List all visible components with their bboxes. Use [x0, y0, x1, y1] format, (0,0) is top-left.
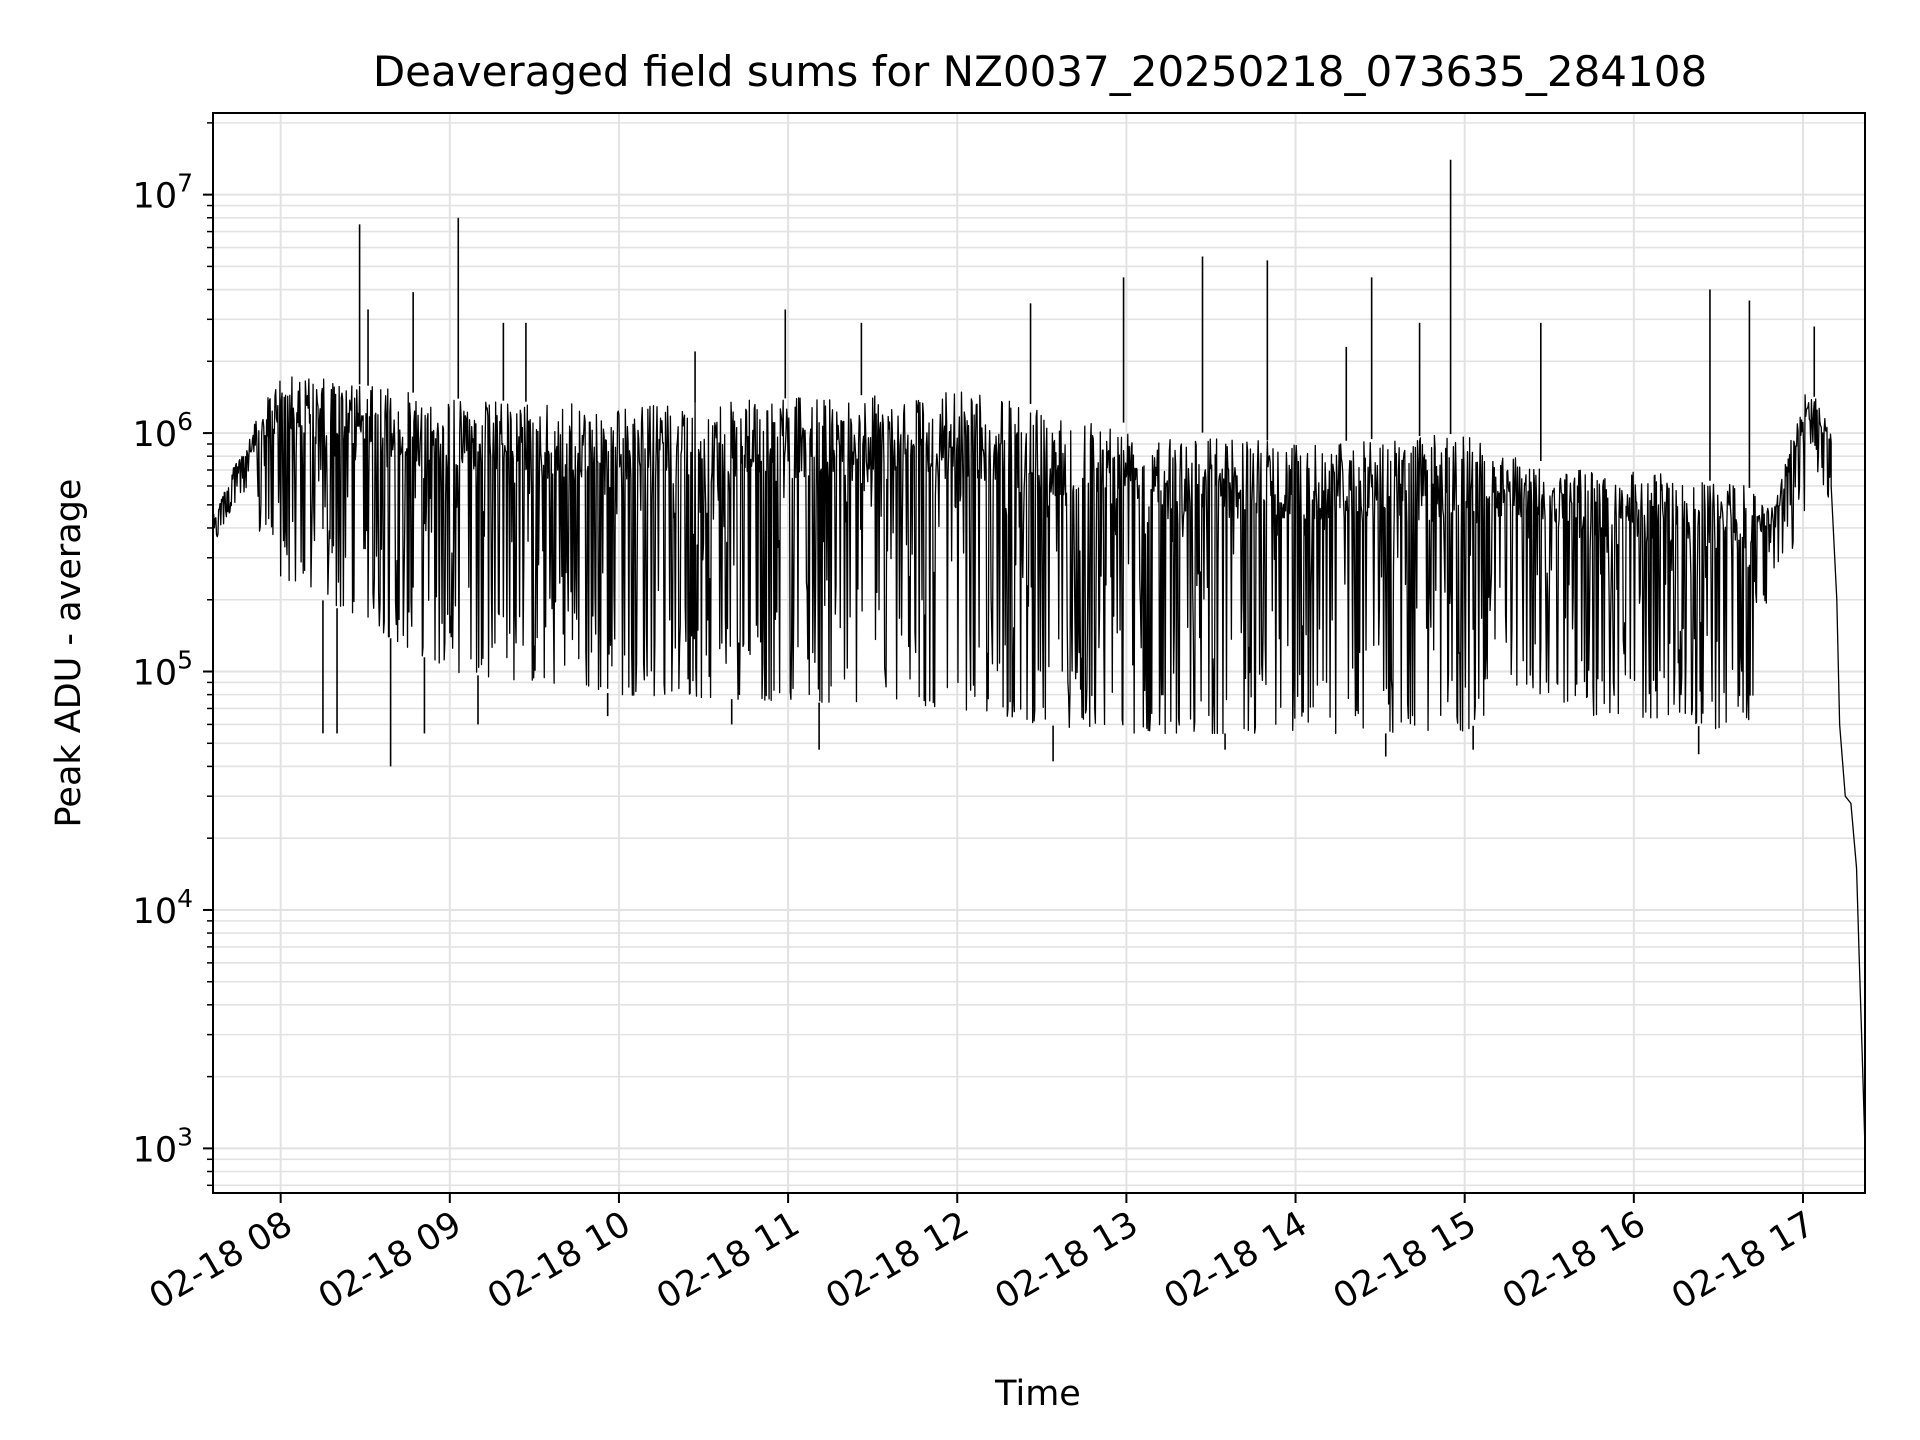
plot-frame — [212, 112, 1866, 1194]
grid — [213, 113, 1865, 1193]
y-axis: 103 104 105 106 107 — [133, 122, 213, 1187]
y-axis-label: Peak ADU - average — [49, 479, 89, 828]
y-tick-label: 106 — [133, 407, 193, 455]
series-line — [212, 376, 1866, 1149]
y-tick-label: 105 — [133, 646, 193, 694]
y-tick-label: 104 — [133, 884, 193, 932]
x-axis-label: Time — [994, 1374, 1081, 1414]
chart-title: Deaveraged field sums for NZ0037_2025021… — [373, 47, 1707, 96]
plot-line — [212, 159, 1866, 1149]
y-tick-label: 103 — [133, 1122, 193, 1170]
y-tick-label: 107 — [133, 169, 193, 217]
